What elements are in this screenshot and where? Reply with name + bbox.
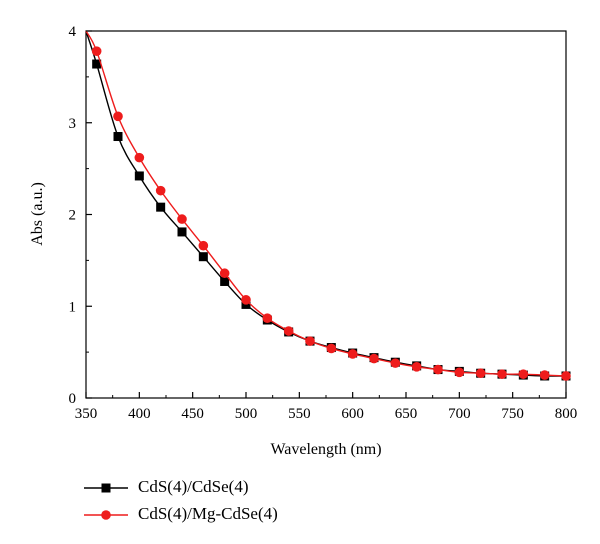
y-tick-label: 4	[69, 24, 77, 40]
legend: CdS(4)/CdSe(4) CdS(4)/Mg-CdSe(4)	[78, 476, 498, 536]
series-2-point	[134, 152, 145, 163]
series-2-point	[454, 367, 465, 378]
x-tick-label: 400	[128, 406, 151, 422]
x-tick-label: 600	[341, 406, 364, 422]
y-tick-label: 1	[69, 299, 77, 315]
series-1	[85, 30, 571, 381]
series-1-point	[177, 227, 187, 237]
series-2-point	[91, 46, 102, 56]
series-2-point	[241, 295, 251, 305]
series-1-point	[134, 171, 144, 181]
x-tick-label: 350	[75, 406, 98, 422]
legend-label-series-1: CdS(4)/CdSe(4)	[138, 477, 249, 496]
x-axis-title: Wavelength (nm)	[270, 441, 381, 458]
series-2-point	[219, 268, 230, 279]
x-tick-label: 650	[395, 406, 418, 422]
series-1-point	[156, 202, 166, 212]
x-tick-label: 700	[448, 406, 471, 422]
series-1-point	[220, 276, 230, 286]
series-2-point	[539, 370, 550, 380]
x-tick-label: 550	[288, 406, 311, 422]
series-2-point	[369, 353, 379, 364]
x-tick-label: 750	[501, 406, 524, 422]
legend-swatch-series-2	[84, 510, 128, 520]
series-2-point	[518, 369, 529, 379]
absorbance-chart: 350 400 450 500 550 600 650 700 750 800 0 1 2 3 4 Wav…	[29, 24, 578, 458]
plot-area	[85, 30, 571, 399]
y-tick-label: 0	[69, 391, 77, 407]
series-2-point	[347, 349, 358, 359]
series-2-point	[198, 240, 209, 251]
x-tick-label: 450	[181, 406, 204, 422]
legend-marker	[101, 510, 111, 520]
y-tick-label: 2	[69, 208, 77, 224]
legend-marker	[101, 483, 111, 493]
x-tick-label: 500	[235, 406, 258, 422]
series-2-point	[390, 358, 401, 368]
series-1-point	[198, 252, 208, 262]
series-layer	[85, 30, 571, 381]
x-tick-label: 800	[555, 406, 578, 422]
series-2-point	[497, 369, 507, 379]
x-axis: 350 400 450 500 550 600 650 700 750 800	[75, 392, 578, 422]
series-2-point	[113, 111, 123, 122]
series-2-point	[262, 313, 273, 323]
series-2-point	[326, 343, 337, 354]
y-tick-label: 3	[69, 116, 77, 132]
series-1-point	[92, 59, 102, 69]
y-axis-title: Abs (a.u.)	[29, 182, 46, 246]
series-2-point	[475, 368, 486, 379]
plot-frame	[85, 30, 567, 399]
legend-swatch-series-1	[84, 483, 128, 493]
y-axis: 0 1 2 3 4	[69, 24, 92, 407]
legend-label-series-2: CdS(4)/Mg-CdSe(4)	[138, 504, 278, 523]
series-2-point	[433, 364, 443, 375]
series-2	[85, 30, 571, 381]
series-2-point	[155, 185, 166, 196]
series-2-point	[283, 326, 294, 336]
series-2-point	[177, 214, 187, 224]
series-2-point	[561, 371, 571, 381]
series-1-point	[113, 132, 123, 142]
series-2-point	[411, 362, 422, 372]
series-2-point	[305, 336, 315, 346]
